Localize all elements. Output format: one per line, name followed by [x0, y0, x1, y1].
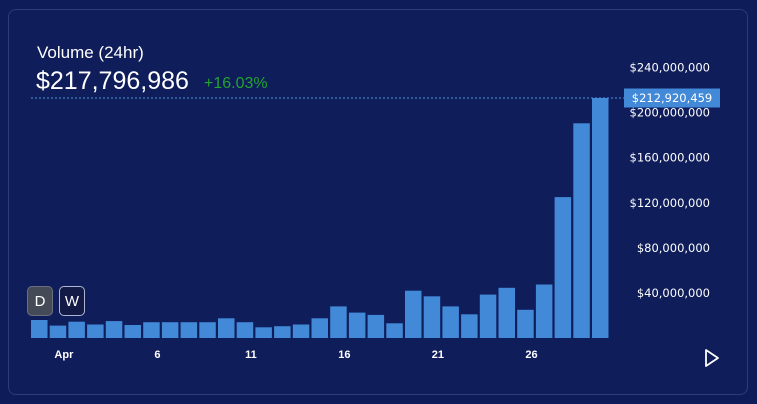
volume-bar[interactable]: [161, 322, 179, 338]
volume-value: $217,796,986: [36, 67, 189, 95]
volume-bar[interactable]: [498, 287, 516, 338]
volume-bar[interactable]: [348, 312, 366, 338]
x-tick-label: 26: [525, 349, 537, 361]
weekly-toggle-button[interactable]: W: [59, 286, 85, 316]
volume-bar[interactable]: [554, 197, 572, 338]
volume-bar[interactable]: [31, 320, 48, 338]
volume-bar[interactable]: [274, 326, 291, 338]
x-tick-label: 16: [338, 349, 350, 361]
volume-change: +16.03%: [204, 75, 268, 92]
volume-bar[interactable]: [592, 98, 609, 338]
volume-bar[interactable]: [292, 324, 310, 339]
volume-bar[interactable]: [124, 325, 142, 338]
x-tick-label: 6: [154, 349, 160, 361]
volume-bar[interactable]: [535, 284, 553, 339]
volume-bar[interactable]: [311, 318, 329, 338]
y-tick-label: $120,000,000: [630, 196, 710, 210]
volume-bar[interactable]: [143, 322, 160, 338]
volume-bar[interactable]: [442, 306, 459, 338]
volume-bar[interactable]: [517, 309, 534, 338]
volume-bar[interactable]: [218, 318, 235, 338]
volume-bar[interactable]: [180, 322, 198, 338]
volume-bar[interactable]: [461, 314, 478, 338]
volume-bar[interactable]: [105, 321, 123, 338]
y-tick-label: $80,000,000: [637, 241, 710, 255]
volume-bar[interactable]: [423, 296, 441, 338]
volume-bar[interactable]: [68, 321, 85, 338]
volume-bar[interactable]: [87, 324, 104, 339]
volume-bar[interactable]: [255, 327, 272, 338]
volume-bar[interactable]: [236, 322, 254, 338]
daily-toggle-button[interactable]: D: [27, 286, 53, 316]
volume-bar[interactable]: [386, 323, 403, 338]
y-tick-label: $40,000,000: [637, 286, 710, 300]
volume-bar[interactable]: [405, 290, 422, 338]
volume-bar[interactable]: [573, 123, 590, 338]
current-value-tag: [624, 88, 720, 108]
x-tick-label: Apr: [54, 349, 74, 361]
y-tick-label: $200,000,000: [630, 106, 710, 120]
x-tick-label: 11: [245, 349, 257, 361]
volume-bar[interactable]: [367, 314, 385, 338]
x-tick-label: 21: [432, 349, 444, 361]
current-value-label: $212,920,459: [632, 91, 712, 105]
y-tick-label: $240,000,000: [630, 61, 710, 75]
volume-bar[interactable]: [199, 322, 216, 338]
volume-bar[interactable]: [330, 306, 347, 338]
chart-title: Volume (24hr): [37, 43, 144, 62]
y-tick-label: $160,000,000: [630, 151, 710, 165]
volume-bar[interactable]: [479, 294, 497, 338]
play-icon[interactable]: [703, 348, 721, 368]
volume-bar[interactable]: [49, 325, 67, 338]
